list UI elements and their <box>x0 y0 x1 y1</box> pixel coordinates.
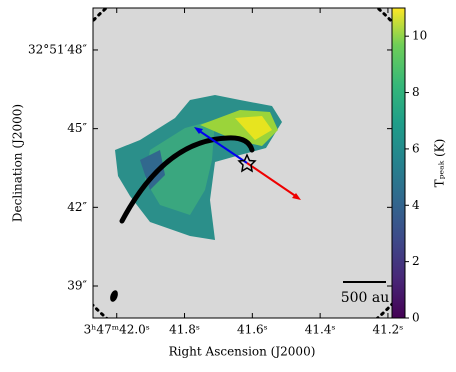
x-tick-label: 41.2ˢ <box>373 323 404 337</box>
blue-arrowhead <box>194 127 203 134</box>
x-tick-label: 41.8ˢ <box>169 323 200 337</box>
x-tick-label: 3ʰ47ᵐ42.0ˢ <box>84 323 150 337</box>
y-tick-label: 45″ <box>67 121 87 135</box>
red-arrowhead <box>292 193 301 200</box>
blue-arrow <box>197 129 248 164</box>
colorbar-tick-label: 4 <box>412 198 420 212</box>
red-arrow <box>246 162 298 198</box>
image-layer: 500 au <box>93 8 392 318</box>
x-tick-label: 41.4ˢ <box>305 323 336 337</box>
colorbar-tick-label: 8 <box>412 85 420 99</box>
emission <box>235 116 272 140</box>
colorbar-tick-label: 0 <box>412 311 420 325</box>
star <box>237 153 257 173</box>
colorbar-tick-label: 2 <box>412 254 420 268</box>
x-tick-label: 41.6ˢ <box>237 323 268 337</box>
scalebar-label: 500 au <box>341 290 390 306</box>
beam <box>110 290 118 302</box>
y-tick-label: 39″ <box>67 279 87 293</box>
y-tick-label: 42″ <box>67 200 87 214</box>
y-axis-label: Declination (J2000) <box>11 104 25 222</box>
colorbar-label: Tₚₑₐₖ (K) <box>433 139 447 188</box>
emission <box>140 150 165 190</box>
colorbar-tick-label: 6 <box>412 141 420 155</box>
colorbar-tick-label: 10 <box>412 29 427 43</box>
colorbar <box>391 7 406 319</box>
x-axis-label: Right Ascension (J2000) <box>169 345 316 359</box>
y-tick-label: 32°51′48″ <box>28 42 88 56</box>
